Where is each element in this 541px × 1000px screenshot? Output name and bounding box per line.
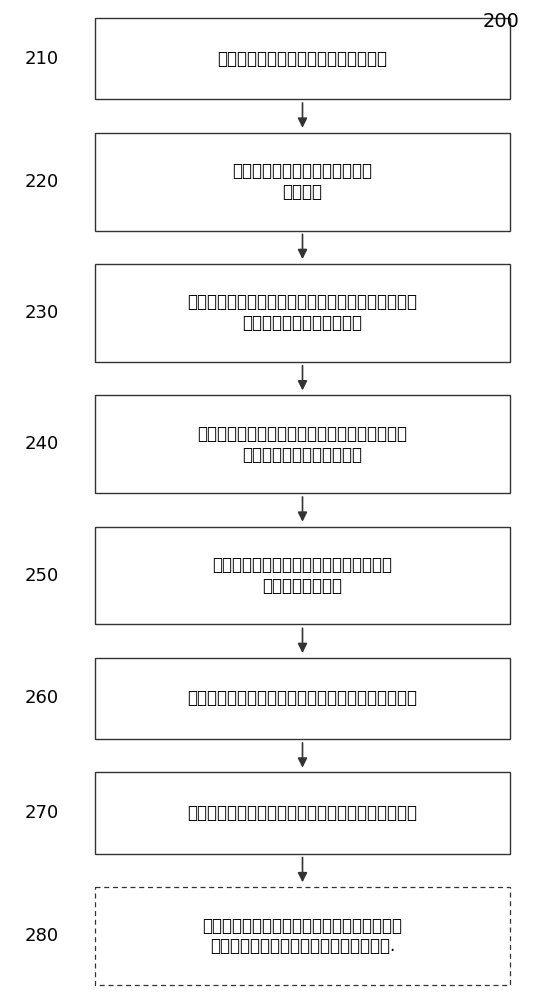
Text: 200: 200: [483, 12, 520, 31]
Text: 基于序列假设的优化列表辨识第一区域中的一个
或多个变异识别的初始集合: 基于序列假设的优化列表辨识第一区域中的一个 或多个变异识别的初始集合: [197, 425, 407, 464]
Bar: [95, 527, 510, 624]
Bar: [95, 658, 510, 739]
Text: 使用肿瘤基因组中的正确变异的似然性和正常
基因组中的参考的似然性确定体细胞得分.: 使用肿瘤基因组中的正确变异的似然性和正常 基因组中的参考的似然性确定体细胞得分.: [202, 917, 403, 955]
Text: 确定样本基因组的第一区域的序列假设的优化列表，
每个序列假设具有概率得分: 确定样本基因组的第一区域的序列假设的优化列表， 每个序列假设具有概率得分: [188, 293, 418, 332]
Text: 250: 250: [25, 567, 59, 585]
Text: 接收读段以及读段至参考基因组的映射: 接收读段以及读段至参考基因组的映射: [217, 50, 387, 68]
Text: 230: 230: [25, 304, 59, 322]
Bar: [95, 772, 510, 854]
Bar: [95, 264, 510, 362]
Text: 220: 220: [25, 173, 59, 191]
Text: 对一个或多个变异识别的初始集合的变异
得分进行重新评分: 对一个或多个变异识别的初始集合的变异 得分进行重新评分: [213, 556, 393, 595]
Text: 基于样本基因组的区域与其它区域的相关性过滤变异: 基于样本基因组的区域与其它区域的相关性过滤变异: [188, 689, 418, 707]
Text: 240: 240: [25, 435, 59, 453]
Bar: [95, 887, 510, 985]
Bar: [95, 395, 510, 493]
Bar: [95, 18, 510, 99]
Text: 执行复制校准以确定相对于参考的变异正确的似然性: 执行复制校准以确定相对于参考的变异正确的似然性: [188, 804, 418, 822]
Text: 260: 260: [25, 689, 59, 707]
Text: 280: 280: [25, 927, 59, 945]
Bar: [95, 133, 510, 231]
Text: 270: 270: [25, 804, 59, 822]
Text: 210: 210: [25, 50, 59, 68]
Text: 辨识样本基因组的变异有可能的
第一区域: 辨识样本基因组的变异有可能的 第一区域: [233, 162, 373, 201]
